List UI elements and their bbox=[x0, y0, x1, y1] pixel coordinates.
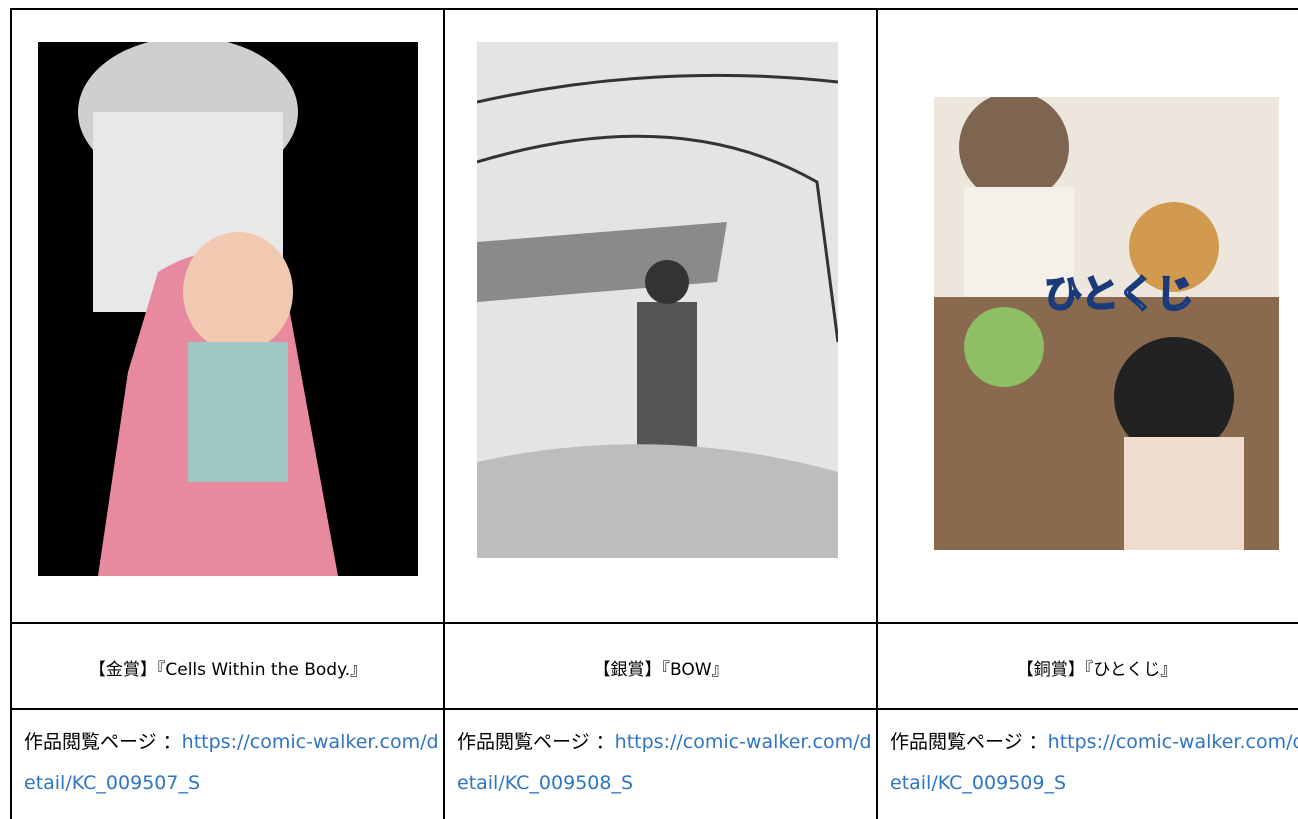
caption: 【銀賞】『BOW』 bbox=[443, 622, 877, 710]
link-label: 作品閲覧ページ ： bbox=[24, 731, 182, 753]
link-label: 作品閲覧ページ ： bbox=[890, 731, 1048, 753]
image-cell bbox=[10, 8, 444, 624]
caption: 【金賞】『Cells Within the Body.』 bbox=[10, 622, 444, 710]
link-cell: 作品閲覧ページ ：https://comic-walker.com/detail… bbox=[10, 708, 444, 819]
work-link[interactable]: https://comic-walker.com/detail/KC_00950… bbox=[890, 731, 1298, 794]
cover-image bbox=[477, 42, 838, 558]
caption: 【銅賞】『ひとくじ』 bbox=[876, 622, 1298, 710]
cover-image: ひとくじ bbox=[934, 97, 1279, 550]
image-cell: ひとくじ bbox=[876, 8, 1298, 624]
image-cell bbox=[443, 8, 877, 624]
link-cell: 作品閲覧ページ ：https://comic-walker.com/detail… bbox=[443, 708, 877, 819]
work-link[interactable]: https://comic-walker.com/detail/KC_00950… bbox=[457, 731, 872, 794]
cover-image bbox=[38, 42, 418, 576]
link-label: 作品閲覧ページ ： bbox=[457, 731, 615, 753]
link-cell: 作品閲覧ページ ：https://comic-walker.com/detail… bbox=[876, 708, 1298, 819]
work-link[interactable]: https://comic-walker.com/detail/KC_00950… bbox=[24, 731, 439, 794]
svg-text:ひとくじ: ひとくじ bbox=[1044, 272, 1194, 316]
